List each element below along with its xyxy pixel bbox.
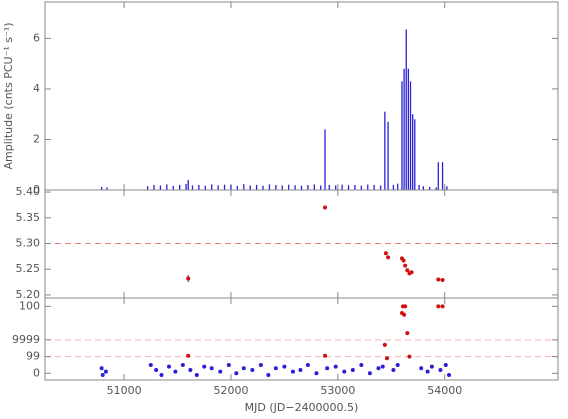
point <box>440 304 445 309</box>
point <box>159 372 164 377</box>
point <box>405 331 410 336</box>
point <box>186 353 191 358</box>
point <box>166 364 171 369</box>
point <box>436 277 441 282</box>
point <box>395 362 400 367</box>
point <box>202 364 207 369</box>
x-tick-label: 53000 <box>320 384 355 397</box>
point <box>266 372 271 377</box>
point <box>99 366 104 371</box>
point <box>234 371 239 376</box>
point <box>258 362 263 367</box>
point <box>325 366 330 371</box>
y-axis-label: Amplitude (cnts PCU⁻¹ s⁻¹) <box>2 22 15 169</box>
point <box>359 362 364 367</box>
point <box>209 366 214 371</box>
y-tick-label: 4 <box>33 82 40 95</box>
point <box>402 312 407 317</box>
panel-frame <box>44 297 559 381</box>
point <box>282 364 287 369</box>
point <box>305 362 310 367</box>
point <box>290 369 295 374</box>
point <box>241 366 246 371</box>
point <box>186 276 191 281</box>
y-tick-label: 0 <box>33 366 40 379</box>
point <box>250 367 255 372</box>
point <box>440 278 445 282</box>
y-tick-label: 99 <box>26 350 40 363</box>
y-tick-label: 5.25 <box>16 262 41 275</box>
point <box>438 367 443 372</box>
point <box>194 372 199 377</box>
point <box>436 304 441 309</box>
point <box>403 304 408 309</box>
point <box>380 364 385 369</box>
y-tick-label: 2 <box>33 132 40 145</box>
point <box>148 362 153 367</box>
point <box>100 372 105 377</box>
point <box>226 362 231 367</box>
point <box>180 362 185 367</box>
point <box>154 367 159 372</box>
y-tick-label: 5.30 <box>16 236 41 249</box>
y-tick-label: 9999 <box>12 333 40 346</box>
x-tick-label: 52000 <box>213 384 248 397</box>
point <box>298 367 303 372</box>
point <box>218 369 223 374</box>
point <box>405 268 410 273</box>
point <box>391 367 396 372</box>
point <box>446 372 451 377</box>
y-tick-label: 0 <box>33 183 40 196</box>
y-tick-label: 5.20 <box>16 288 41 301</box>
point <box>386 255 391 260</box>
point <box>173 369 178 374</box>
y-tick-label: 5.35 <box>16 211 41 224</box>
panel-frame <box>44 1 559 191</box>
x-axis-label: MJD (JD−2400000.5) <box>245 401 359 414</box>
y-tick-label: 6 <box>33 31 40 44</box>
point <box>382 342 387 347</box>
point <box>323 205 328 210</box>
point <box>419 366 424 371</box>
point <box>385 356 389 361</box>
panel-frame <box>44 189 559 299</box>
point <box>367 371 372 376</box>
point <box>314 371 319 376</box>
y-tick-label: 5.40 <box>16 185 41 198</box>
point <box>188 367 193 372</box>
point <box>401 258 406 263</box>
point <box>407 354 412 359</box>
point <box>443 362 448 367</box>
point <box>350 367 355 372</box>
point <box>425 369 430 374</box>
point <box>273 366 278 371</box>
x-tick-label: 51000 <box>107 384 142 397</box>
point <box>103 369 108 374</box>
point <box>342 369 347 374</box>
point <box>376 366 381 371</box>
point <box>323 353 328 358</box>
point <box>403 263 408 268</box>
y-tick-label: 100 <box>19 299 40 312</box>
x-tick-label: 54000 <box>427 384 462 397</box>
point <box>333 364 338 369</box>
point <box>429 364 434 369</box>
point <box>409 270 414 275</box>
point <box>383 251 388 256</box>
